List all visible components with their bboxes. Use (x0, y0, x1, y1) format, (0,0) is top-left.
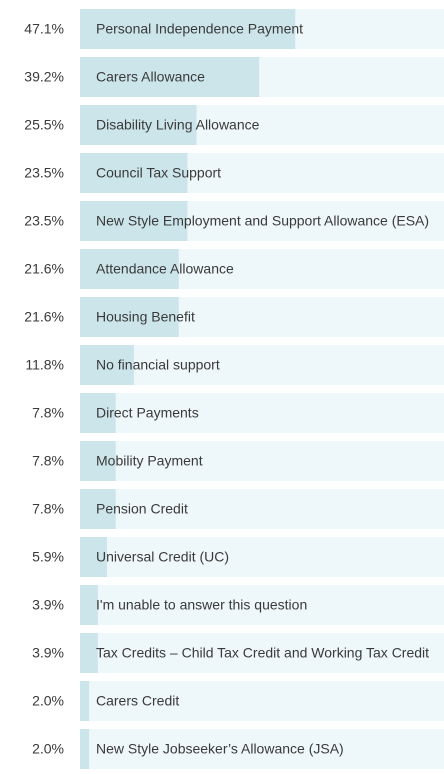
bar-track (80, 729, 444, 769)
category-label: Personal Independence Payment (96, 21, 303, 37)
bar-track (80, 681, 444, 721)
value-label: 7.8% (32, 405, 64, 421)
bar (80, 489, 116, 529)
bar (80, 57, 260, 97)
bar-track (80, 585, 444, 625)
category-label: Universal Credit (UC) (96, 549, 229, 565)
value-label: 3.9% (32, 645, 64, 661)
bar-track (80, 441, 444, 481)
bar (80, 681, 90, 721)
value-label: 23.5% (24, 165, 64, 181)
bar-track (80, 393, 444, 433)
category-label: Tax Credits – Child Tax Credit and Worki… (96, 645, 429, 661)
value-label: 47.1% (24, 21, 64, 37)
value-label: 23.5% (24, 213, 64, 229)
category-label: New Style Jobseeker’s Allowance (JSA) (96, 741, 344, 757)
value-label: 5.9% (32, 549, 64, 565)
category-label: Pension Credit (96, 501, 188, 517)
bar (80, 105, 197, 145)
value-label: 7.8% (32, 453, 64, 469)
bar (80, 153, 188, 193)
bar-track (80, 633, 444, 673)
bar (80, 9, 296, 49)
bar-track (80, 489, 444, 529)
value-label: 2.0% (32, 693, 64, 709)
bar (80, 585, 98, 625)
bar (80, 297, 179, 337)
bar (80, 393, 116, 433)
category-label: Disability Living Allowance (96, 117, 260, 133)
category-label: Attendance Allowance (96, 261, 234, 277)
category-label: Carers Allowance (96, 69, 205, 85)
category-label: Council Tax Support (96, 165, 221, 181)
value-label: 7.8% (32, 501, 64, 517)
bar (80, 441, 116, 481)
category-label: No financial support (96, 357, 220, 373)
category-label: Carers Credit (96, 693, 179, 709)
category-label: I'm unable to answer this question (96, 597, 307, 613)
value-label: 11.8% (25, 357, 64, 373)
bar (80, 201, 188, 241)
value-label: 25.5% (24, 117, 64, 133)
value-label: 21.6% (24, 261, 64, 277)
bar (80, 345, 134, 385)
category-label: Housing Benefit (96, 309, 195, 325)
bar-track (80, 345, 444, 385)
bar (80, 729, 90, 769)
bar-track (80, 537, 444, 577)
category-label: New Style Employment and Support Allowan… (96, 213, 429, 229)
value-label: 2.0% (32, 741, 64, 757)
bar (80, 537, 107, 577)
bar (80, 249, 179, 289)
value-label: 3.9% (32, 597, 64, 613)
category-label: Direct Payments (96, 405, 199, 421)
value-label: 21.6% (24, 309, 64, 325)
category-label: Mobility Payment (96, 453, 203, 469)
bar (80, 633, 98, 673)
value-label: 39.2% (24, 69, 64, 85)
